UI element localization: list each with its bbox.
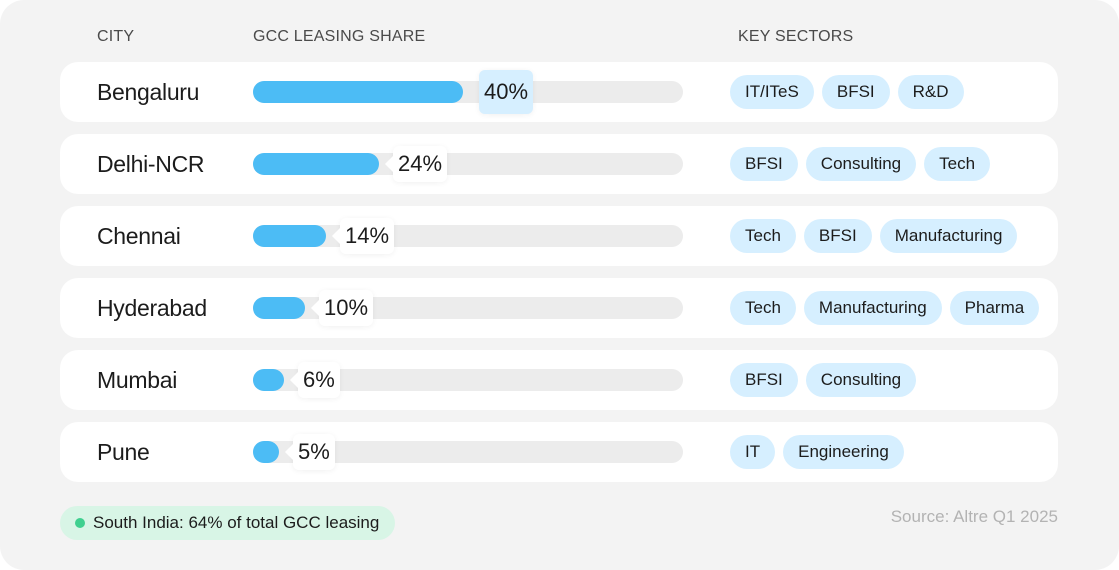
- sector-tag: Pharma: [949, 291, 1040, 325]
- sector-tag: R&D: [897, 75, 964, 109]
- bar-value-label: 6%: [290, 362, 340, 398]
- bar: [253, 81, 463, 103]
- bar: [253, 225, 326, 247]
- sector-tag: Manufacturing: [879, 219, 1018, 253]
- city-row: Bengaluru 40% IT/ITeS BFSI R&D: [60, 62, 1058, 122]
- green-dot-icon: [75, 518, 85, 528]
- south-india-note-text: South India: 64% of total GCC leasing: [93, 513, 380, 532]
- bar-value-label: 40%: [479, 70, 534, 114]
- sector-tag: BFSI: [730, 363, 798, 397]
- sector-tag: Tech: [730, 219, 796, 253]
- sector-tag: Tech: [730, 291, 796, 325]
- header-key-sectors: KEY SECTORS: [738, 28, 854, 45]
- header-city: CITY: [97, 28, 135, 45]
- sector-tag: Tech: [924, 147, 991, 181]
- city-row: Delhi-NCR 24% BFSI Consulting Tech: [60, 134, 1058, 194]
- header-leasing-share: GCC LEASING SHARE: [253, 28, 426, 45]
- city-row: Chennai 14% Tech BFSI Manufacturing: [60, 206, 1058, 266]
- city-name: Pune: [97, 439, 150, 465]
- bar: [253, 153, 379, 175]
- sector-tag: BFSI: [821, 75, 890, 109]
- city-name: Chennai: [97, 223, 181, 249]
- city-row: Mumbai 6% BFSI Consulting: [60, 350, 1058, 410]
- bar-value-label: 10%: [310, 290, 374, 326]
- city-row: Hyderabad 10% Tech Manufacturing Pharma: [60, 278, 1058, 338]
- bar-value-label: 14%: [331, 218, 395, 254]
- sector-tag: IT: [730, 435, 776, 469]
- bar-value-label: 5%: [285, 434, 335, 470]
- bar-track: [253, 81, 683, 103]
- sector-tags: IT Engineering: [730, 435, 904, 469]
- bar-value-label: 24%: [384, 146, 448, 182]
- city-row: Pune 5% IT Engineering: [60, 422, 1058, 482]
- bar: [253, 297, 305, 319]
- sector-tags: BFSI Consulting: [730, 363, 917, 397]
- south-india-note: South India: 64% of total GCC leasing: [60, 506, 396, 540]
- sector-tag: BFSI: [730, 147, 798, 181]
- bar: [253, 369, 284, 391]
- bar-track: [253, 225, 683, 247]
- sector-tag: Consulting: [805, 147, 917, 181]
- sector-tag: BFSI: [803, 219, 872, 253]
- sector-tags: Tech BFSI Manufacturing: [730, 219, 1018, 253]
- city-name: Delhi-NCR: [97, 151, 205, 177]
- sector-tag: Engineering: [783, 435, 904, 469]
- sector-tag: Consulting: [805, 363, 917, 397]
- bar-track: [253, 369, 683, 391]
- sector-tag: IT/ITeS: [730, 75, 814, 109]
- sector-tags: IT/ITeS BFSI R&D: [730, 75, 964, 109]
- city-name: Bengaluru: [97, 79, 200, 105]
- sector-tags: BFSI Consulting Tech: [730, 147, 991, 181]
- bar-track: [253, 441, 683, 463]
- source-note: Source: Altre Q1 2025: [890, 507, 1058, 526]
- sector-tags: Tech Manufacturing Pharma: [730, 291, 1040, 325]
- city-name: Hyderabad: [97, 295, 207, 321]
- sector-tag: Manufacturing: [803, 291, 942, 325]
- city-name: Mumbai: [97, 367, 178, 393]
- bar: [253, 441, 279, 463]
- bar-track: [253, 153, 683, 175]
